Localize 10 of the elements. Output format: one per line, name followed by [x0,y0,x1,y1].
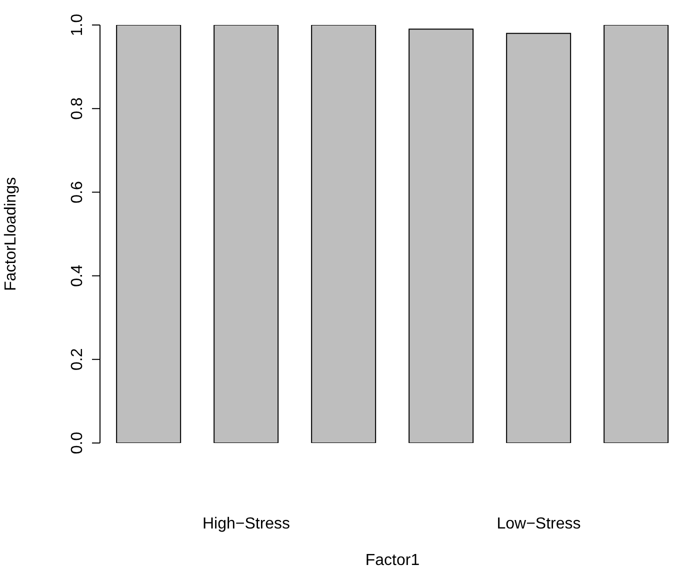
x-axis-title: Factor1 [365,552,420,569]
x-tick-label: Low−Stress [496,515,581,532]
x-tick-label: High−Stress [202,515,290,532]
y-tick-label: 0.4 [69,264,86,287]
y-tick-label: 0.8 [69,97,86,120]
y-tick-label: 0.0 [69,432,86,454]
y-tick-label: 0.6 [69,180,86,204]
y-axis-title: FactorLloadings [2,177,20,291]
y-tick-label: 0.2 [69,348,86,371]
y-tick-label: 1.0 [69,14,86,36]
